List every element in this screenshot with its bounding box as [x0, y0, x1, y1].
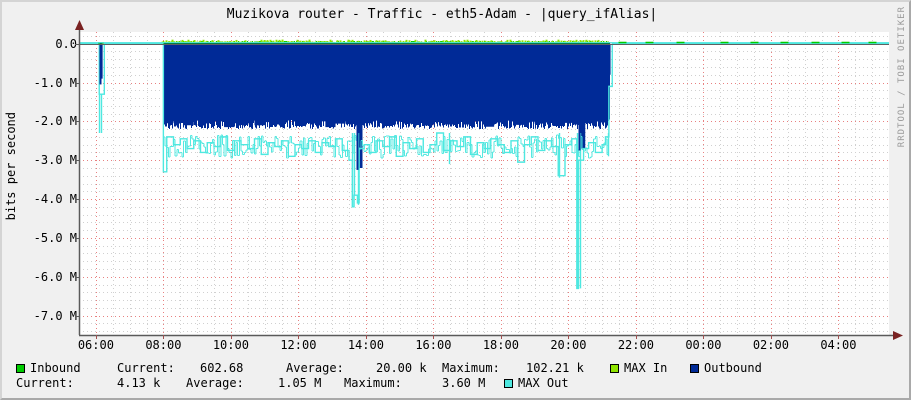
legend-row: Current: 4.13 k Average: 1.05 M Maximum:… [2, 375, 909, 391]
x-tick-label: 08:00 [145, 338, 182, 352]
legend-max-out: MAX Out [504, 375, 569, 391]
rrdtool-watermark: RRDTOOL / TOBI OETIKER [897, 6, 907, 148]
legend-max-in: MAX In [610, 360, 667, 376]
inbound-current-value: 602.68 [200, 361, 244, 375]
x-axis-ticks: 06:00 08:00 10:00 12:00 14:00 16:00 18:00 20:00… [77, 338, 909, 356]
x-tick-label: 18:00 [482, 338, 519, 352]
inbound-average-label: Average: [286, 361, 344, 375]
y-tick-label: -5.0 M [33, 230, 77, 245]
inbound-maximum-value: 102.21 k [526, 361, 584, 375]
legend-outbound: Outbound [690, 360, 762, 376]
max-out-color-swatch [504, 379, 513, 388]
x-tick-label: 10:00 [212, 338, 249, 352]
y-tick-label: -1.0 M [33, 75, 77, 90]
graph-legend: Inbound Current: 602.68 Average: 20.00 k… [2, 360, 909, 398]
x-tick-label: 04:00 [820, 338, 857, 352]
y-tick-label: -3.0 M [33, 153, 77, 168]
x-tick-label: 14:00 [347, 338, 384, 352]
x-tick-label: 06:00 [77, 338, 114, 352]
plot-area [79, 32, 889, 335]
y-tick-label: -4.0 M [33, 192, 77, 207]
x-tick-label: 20:00 [550, 338, 587, 352]
inbound-maximum-label: Maximum: [442, 361, 500, 375]
outbound-color-swatch [690, 364, 699, 373]
legend-max-in-label: MAX In [624, 361, 668, 375]
x-tick-label: 22:00 [617, 338, 654, 352]
outbound-current-label: Current: [16, 376, 74, 390]
y-tick-label: 0.0 [55, 36, 77, 51]
outbound-maximum-label: Maximum: [344, 376, 402, 390]
x-tick-label: 02:00 [752, 338, 789, 352]
inbound-average-value: 20.00 k [376, 361, 427, 375]
max-in-color-swatch [610, 364, 619, 373]
legend-max-out-label: MAX Out [518, 376, 569, 390]
y-tick-label: -6.0 M [33, 269, 77, 284]
legend-inbound-label: Inbound [30, 361, 81, 375]
outbound-maximum-value: 3.60 M [442, 376, 486, 390]
legend-inbound: Inbound [16, 360, 81, 376]
x-tick-label: 00:00 [685, 338, 722, 352]
legend-outbound-label: Outbound [704, 361, 762, 375]
y-tick-label: -7.0 M [33, 308, 77, 323]
x-tick-label: 16:00 [415, 338, 452, 352]
outbound-average-label: Average: [186, 376, 244, 390]
traffic-plot [79, 32, 889, 335]
outbound-average-value: 1.05 M [278, 376, 322, 390]
x-tick-label: 12:00 [280, 338, 317, 352]
y-tick-label: -2.0 M [33, 114, 77, 129]
y-axis-ticks: 0.0 -1.0 M -2.0 M -3.0 M -4.0 M -5.0 M -6.0 M -… [2, 32, 77, 335]
legend-row: Inbound Current: 602.68 Average: 20.00 k… [2, 360, 909, 376]
inbound-current-label: Current: [117, 361, 175, 375]
page-title: Muzikova router - Traffic - eth5-Adam - … [226, 7, 658, 22]
inbound-color-swatch [16, 364, 25, 373]
outbound-current-value: 4.13 k [117, 376, 161, 390]
